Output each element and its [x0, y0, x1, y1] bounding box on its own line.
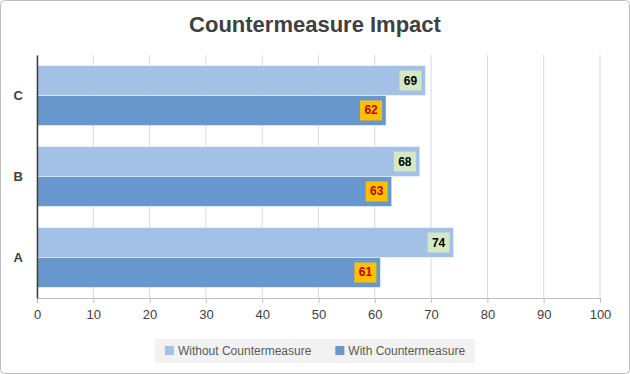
tick-label: 70 [424, 307, 438, 322]
tick-mark [487, 298, 488, 303]
data-labels: 74 68 69 61 63 62 [354, 71, 449, 283]
data-label: 68 [398, 155, 412, 169]
tick-label: 0 [34, 307, 41, 322]
data-label-box [366, 181, 388, 201]
grid-line [543, 55, 544, 298]
bar [37, 228, 454, 258]
tick-label: B [14, 169, 23, 184]
bar [37, 96, 386, 126]
bars [37, 66, 454, 288]
tick-label: 40 [255, 307, 269, 322]
legend-label: With Countermeasure [348, 344, 465, 358]
data-label-box [354, 262, 376, 282]
tick-label: 90 [537, 307, 551, 322]
tick-mark [600, 298, 601, 303]
legend-item: Without Countermeasure [165, 344, 312, 358]
tick-label: 60 [368, 307, 382, 322]
tick-mark [319, 298, 320, 303]
tick-mark [150, 298, 151, 303]
tick: 50 [312, 298, 326, 322]
tick: 0 [34, 298, 41, 322]
legend-swatch [165, 346, 174, 355]
grid-line [37, 55, 38, 298]
bar [37, 147, 420, 177]
tick-label: 30 [199, 307, 213, 322]
data-label-box [394, 152, 416, 172]
tick: 90 [537, 298, 551, 322]
bar [37, 177, 392, 207]
chart: Countermeasure Impact 74 68 69 61 63 62 0 10 20 30… [0, 0, 630, 374]
tick-mark [375, 298, 376, 303]
data-label-box [399, 71, 421, 91]
x-axis: 0 10 20 30 40 50 60 70 80 90 100 [34, 298, 611, 322]
tick: 70 [424, 298, 438, 322]
data-label: 63 [370, 184, 384, 198]
tick-mark [93, 298, 94, 303]
tick-mark [37, 298, 38, 303]
tick: 20 [143, 298, 157, 322]
legend: Without Countermeasure With Countermeasur… [155, 339, 475, 363]
data-label-box [360, 100, 382, 120]
data-label: 61 [359, 265, 373, 279]
tick-label: 100 [590, 307, 612, 322]
tick-mark [431, 298, 432, 303]
tick-mark [206, 298, 207, 303]
tick: 80 [481, 298, 495, 322]
title: Countermeasure Impact [189, 12, 442, 37]
tick: C [14, 88, 37, 103]
grid-line [487, 55, 488, 298]
axis-line [37, 56, 39, 299]
y-axis: A B C [14, 56, 38, 299]
data-label: 62 [364, 103, 378, 117]
legend-item: With Countermeasure [335, 344, 465, 358]
grid-line [600, 55, 601, 298]
legend-swatch [335, 346, 344, 355]
plot: 74 68 69 61 63 62 0 10 20 30 40 50 60 70 80 90 100 A B C [14, 55, 612, 322]
tick-mark [262, 298, 263, 303]
tick-label: 10 [87, 307, 101, 322]
tick-label: 20 [143, 307, 157, 322]
tick: 10 [87, 298, 101, 322]
data-label: 74 [432, 236, 446, 250]
data-label-box [428, 233, 450, 253]
data-label: 69 [404, 74, 418, 88]
tick: 100 [590, 298, 612, 322]
tick: A [14, 250, 37, 265]
chart-frame [1, 1, 630, 374]
tick-label: 50 [312, 307, 326, 322]
axis-line [38, 299, 601, 304]
legend-box [155, 339, 475, 363]
tick: 40 [255, 298, 269, 322]
tick-mark [544, 298, 545, 303]
legend-label: Without Countermeasure [178, 344, 312, 358]
tick-label: A [14, 250, 24, 265]
tick: B [14, 169, 37, 184]
tick: 30 [199, 298, 213, 322]
grid [37, 55, 600, 298]
tick-label: C [14, 88, 24, 103]
grid-line [431, 55, 432, 298]
bar [37, 258, 380, 288]
tick-label: 80 [481, 307, 495, 322]
tick: 60 [368, 298, 382, 322]
bar [37, 66, 425, 96]
